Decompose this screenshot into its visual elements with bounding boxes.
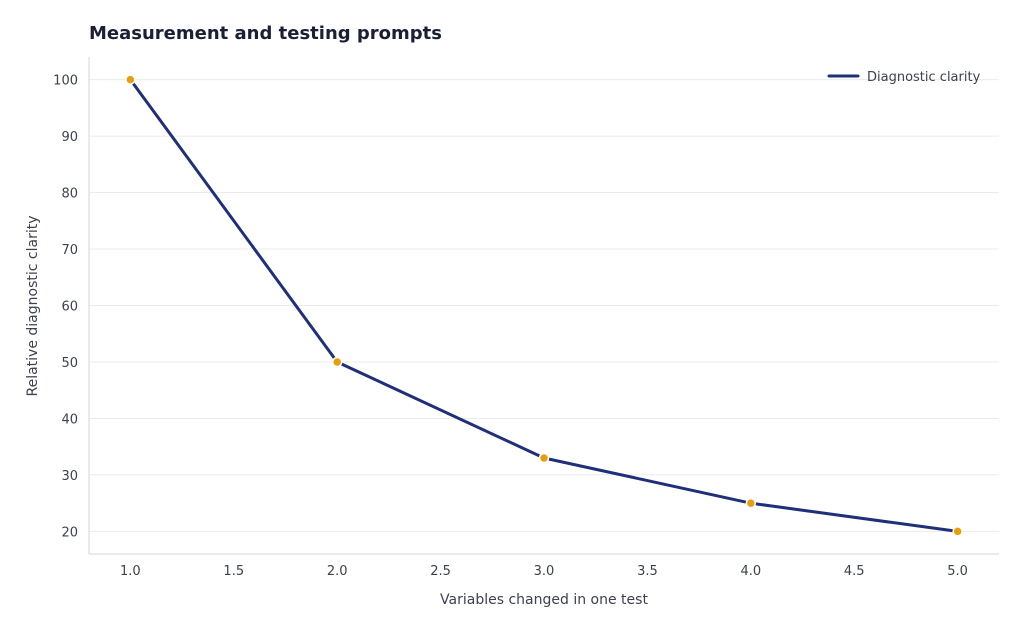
y-tick-label: 80	[61, 187, 78, 202]
series	[125, 74, 963, 537]
y-tick-label: 40	[61, 412, 78, 427]
y-tick-label: 20	[61, 525, 78, 540]
y-axis-label: Relative diagnostic clarity	[25, 216, 41, 397]
x-tick-label: 2.5	[430, 564, 451, 579]
x-tick-label: 2.0	[327, 564, 348, 579]
y-tick-label: 60	[61, 300, 78, 315]
legend: Diagnostic clarity	[827, 70, 981, 85]
y-tick-label: 50	[61, 356, 78, 371]
x-axis-label: Variables changed in one test	[440, 592, 648, 608]
x-tick-label: 3.0	[534, 564, 555, 579]
x-tick-label: 1.0	[120, 564, 141, 579]
x-tick-label: 4.0	[740, 564, 761, 579]
x-tick-label: 3.5	[637, 564, 658, 579]
legend-label-diagnostic-clarity: Diagnostic clarity	[867, 70, 981, 85]
grid-lines	[89, 79, 999, 532]
y-tick-label: 90	[61, 130, 78, 145]
data-point	[125, 74, 136, 85]
data-point	[538, 452, 550, 464]
axes	[88, 57, 999, 555]
chart-title: Measurement and testing prompts	[89, 23, 442, 44]
x-tick-label: 4.5	[844, 564, 865, 579]
y-tick-label: 30	[61, 469, 78, 484]
data-point	[952, 526, 963, 537]
x-tick-label: 1.5	[223, 564, 244, 579]
data-point	[331, 356, 343, 368]
x-tick-label: 5.0	[947, 564, 968, 579]
y-tick-label: 70	[61, 243, 78, 258]
tick-labels: 20 30 40 50 60 70 80 90 100 1.0 1.5 2.0 2.5 3.0 3.5 4.0…	[53, 74, 968, 579]
y-tick-label: 100	[53, 74, 78, 89]
data-point	[745, 497, 757, 509]
